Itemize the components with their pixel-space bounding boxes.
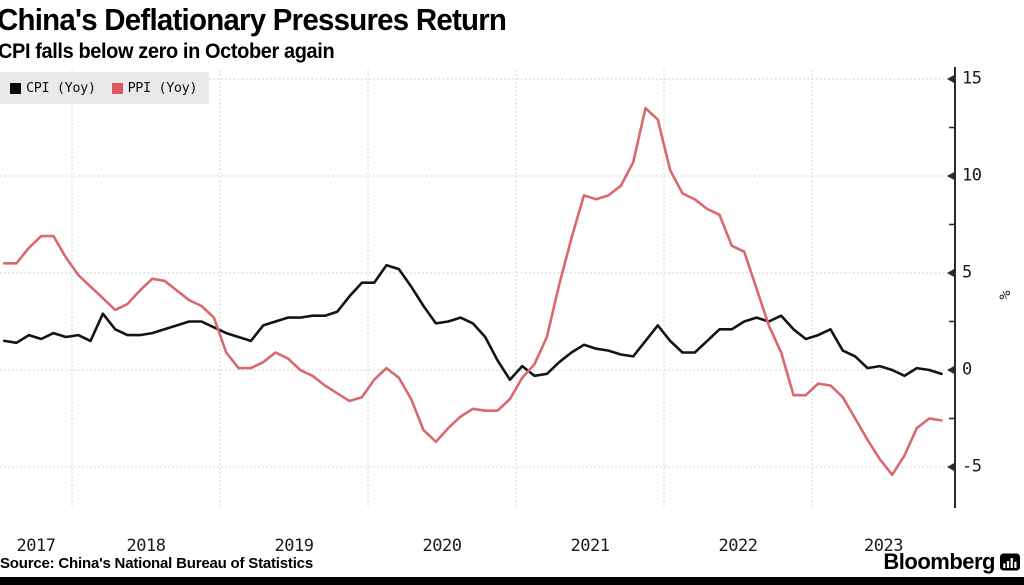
legend-item-ppi: PPI (Yoy) [111, 80, 198, 96]
source-attribution: Source: China's National Bureau of Stati… [0, 555, 313, 572]
legend-item-cpi: CPI (Yoy) [10, 80, 96, 96]
legend-label-cpi: CPI (Yoy) [26, 80, 96, 96]
chart-subtitle: CPI falls below zero in October again [0, 40, 335, 63]
bloomberg-brand: Bloomberg [883, 549, 1020, 575]
x-year-label: 2017 [16, 536, 56, 556]
y-tick-label: 0 [962, 359, 972, 380]
y-tick-label: 5 [962, 262, 972, 283]
x-year-label: 2018 [126, 536, 166, 556]
bottom-rule-bar [0, 577, 1024, 585]
y-tick-label: 10 [962, 165, 982, 186]
x-year-label: 2021 [570, 536, 610, 556]
bloomberg-terminal-icon [1000, 553, 1020, 571]
chart-title: China's Deflationary Pressures Return [0, 2, 507, 37]
x-year-label: 2023 [864, 536, 903, 556]
cpi-swatch-icon [10, 82, 21, 94]
y-tick-label: 15 [962, 68, 982, 89]
bloomberg-wordmark: Bloomberg [883, 549, 995, 574]
y-axis-unit-label: % [995, 290, 1014, 300]
x-year-label: 2019 [274, 536, 314, 556]
x-year-label: 2020 [422, 536, 462, 556]
x-year-label: 2022 [718, 536, 758, 556]
legend: CPI (Yoy) PPI (Yoy) [0, 72, 210, 104]
legend-label-ppi: PPI (Yoy) [127, 80, 198, 96]
y-tick-label: -5 [962, 456, 982, 477]
ppi-swatch-icon [111, 82, 123, 94]
